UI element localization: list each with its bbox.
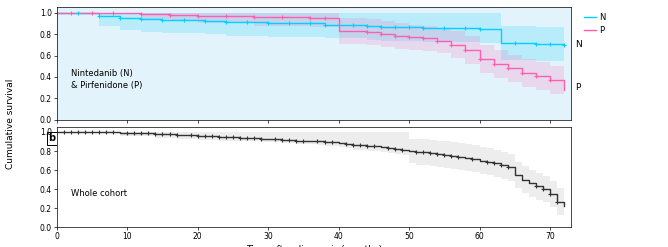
Text: Whole cohort: Whole cohort [71, 189, 127, 198]
Legend: N, P: N, P [580, 9, 609, 38]
Text: N: N [574, 40, 581, 49]
Text: Nintedanib (N)
& Pirfenidone (P): Nintedanib (N) & Pirfenidone (P) [71, 69, 142, 89]
Text: Cumulative survival: Cumulative survival [5, 78, 15, 169]
Text: P: P [574, 83, 580, 92]
X-axis label: Time after diagnosis (months): Time after diagnosis (months) [246, 245, 382, 247]
Text: b: b [48, 133, 55, 143]
